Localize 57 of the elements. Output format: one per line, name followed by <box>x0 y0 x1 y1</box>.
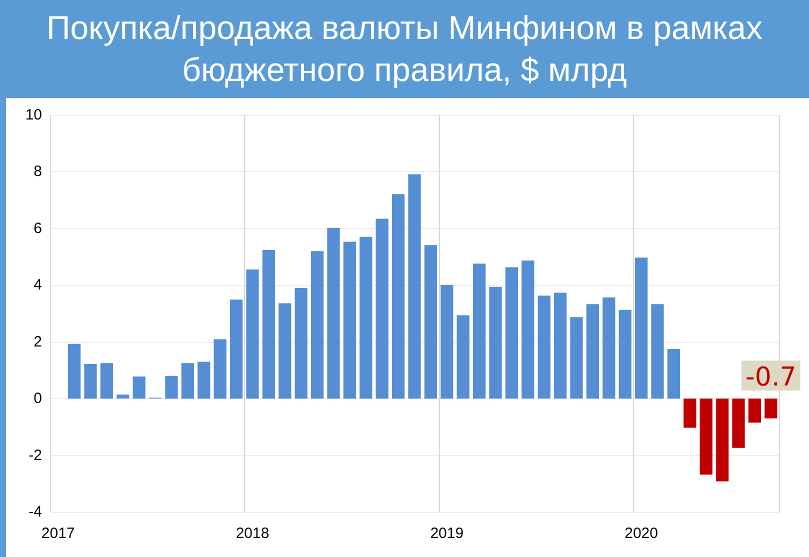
bar <box>360 236 372 399</box>
y-tick-label: -4 <box>28 504 42 520</box>
bar <box>618 310 632 399</box>
bar <box>554 292 567 399</box>
y-tick-label: 2 <box>34 333 42 350</box>
bar <box>376 218 388 399</box>
bar <box>505 267 518 399</box>
bar <box>246 270 259 399</box>
bar <box>343 242 356 399</box>
y-tick-label: 6 <box>34 220 42 237</box>
bar <box>440 284 454 399</box>
bar <box>84 364 97 399</box>
bar <box>181 363 194 399</box>
y-tick-label: 10 <box>25 106 42 124</box>
bar <box>294 288 308 399</box>
bar <box>392 194 405 399</box>
bar <box>684 398 696 428</box>
bar <box>732 398 745 448</box>
bar <box>278 303 292 399</box>
bar <box>424 245 438 399</box>
bar <box>68 344 81 399</box>
bar <box>408 174 421 399</box>
bar <box>116 394 130 399</box>
bar <box>748 398 762 423</box>
bar <box>132 376 146 399</box>
bar <box>586 304 600 399</box>
bar <box>262 250 276 399</box>
bar <box>716 398 729 482</box>
bar <box>700 398 712 475</box>
y-tick-label: 4 <box>34 276 42 294</box>
bar <box>198 362 210 399</box>
x-tick-label: 2020 <box>624 525 658 542</box>
bar <box>602 297 616 399</box>
bar <box>522 260 534 399</box>
bar <box>764 398 778 418</box>
bar <box>651 304 664 399</box>
bar <box>634 258 648 399</box>
x-tick-label: 2018 <box>236 525 270 542</box>
y-tick-label: 0 <box>34 390 42 408</box>
bar <box>570 317 583 399</box>
bar <box>214 339 226 399</box>
bar <box>165 376 178 399</box>
chart-title: Покупка/продажа валюты Минфином в рамках бюджетного правила, $ млрд <box>0 0 809 98</box>
bar <box>100 363 114 399</box>
x-tick-label: 2017 <box>41 525 75 542</box>
data-label: -0.7 <box>746 362 796 393</box>
bar <box>538 296 550 399</box>
bar <box>327 228 340 399</box>
bar <box>456 315 470 399</box>
x-tick-label: 2019 <box>430 525 464 542</box>
bar <box>489 286 502 399</box>
bar <box>667 348 680 399</box>
y-tick-label: 8 <box>34 163 42 180</box>
bar <box>310 251 324 399</box>
bar <box>230 300 243 399</box>
y-tick-label: -2 <box>28 446 42 464</box>
bar <box>472 264 486 399</box>
